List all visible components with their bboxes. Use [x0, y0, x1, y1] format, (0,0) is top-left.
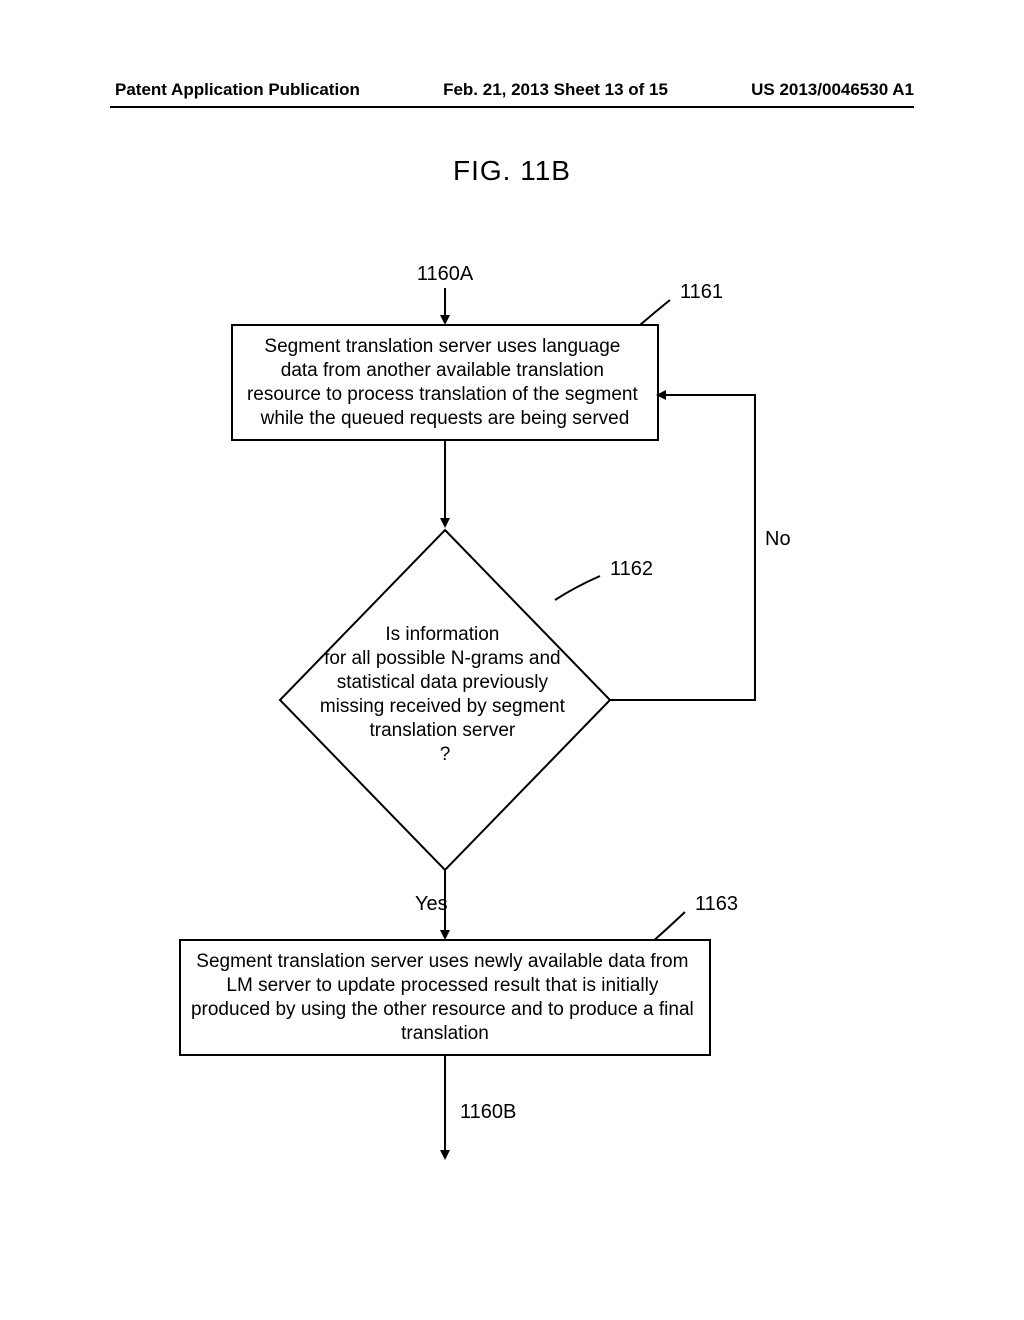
flowchart: 1160A Segment translation server uses la…: [0, 0, 1024, 1320]
ref-1161-label: 1161: [680, 281, 723, 303]
ref-1162-leader: [555, 576, 600, 600]
entry-label: 1160A: [417, 263, 474, 285]
ref-1161-leader: [640, 300, 670, 325]
ref-1163-label: 1163: [695, 893, 738, 915]
exit-label: 1160B: [460, 1101, 516, 1123]
no-label: No: [765, 528, 791, 550]
yes-label: Yes: [415, 893, 448, 915]
ref-1162-label: 1162: [610, 558, 653, 580]
